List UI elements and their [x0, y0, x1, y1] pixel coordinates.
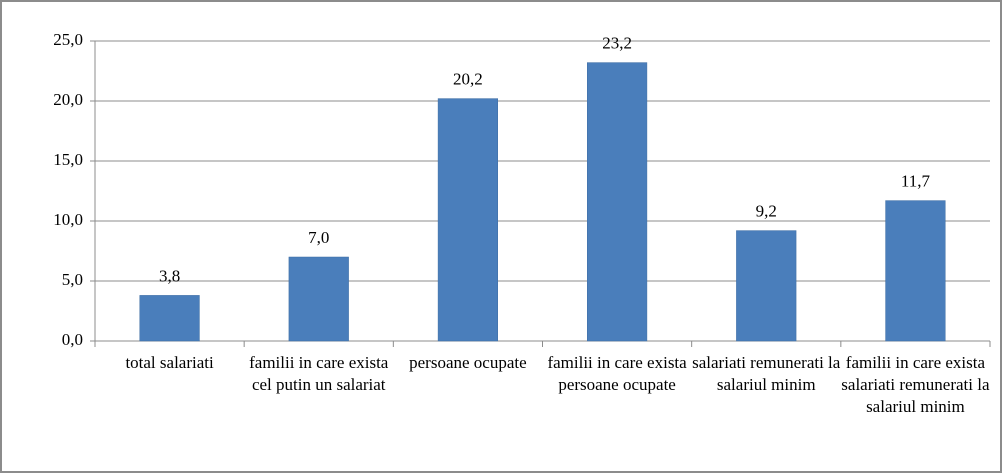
bar — [437, 98, 499, 342]
y-tick-label: 0,0 — [62, 330, 83, 349]
y-tick-label: 10,0 — [53, 210, 83, 229]
y-tick-label: 15,0 — [53, 150, 83, 169]
bar — [288, 256, 349, 342]
x-tick-label: familii in care exista persoane ocupate — [547, 353, 687, 394]
y-tick-label: 5,0 — [62, 270, 83, 289]
bar — [885, 200, 946, 342]
data-label: 3,8 — [159, 266, 180, 285]
y-tick-label: 20,0 — [53, 90, 83, 109]
bar — [139, 295, 200, 342]
data-label: 23,2 — [602, 34, 632, 53]
bar — [587, 62, 648, 342]
y-tick-label: 25,0 — [53, 30, 83, 49]
x-tick-label: total salariati — [125, 353, 214, 372]
data-label: 20,2 — [453, 70, 483, 89]
data-label: 11,7 — [901, 172, 931, 191]
bar — [736, 230, 797, 342]
x-tick-label: familii in care exista cel putin un sala… — [249, 353, 389, 394]
x-tick-label: persoane ocupate — [409, 353, 527, 372]
data-label: 7,0 — [308, 228, 329, 247]
data-label: 9,2 — [756, 202, 777, 221]
x-tick-label: familii in care exista salariati remuner… — [841, 353, 990, 416]
x-tick-label: salariati remunerati la salariul minim — [692, 353, 841, 394]
